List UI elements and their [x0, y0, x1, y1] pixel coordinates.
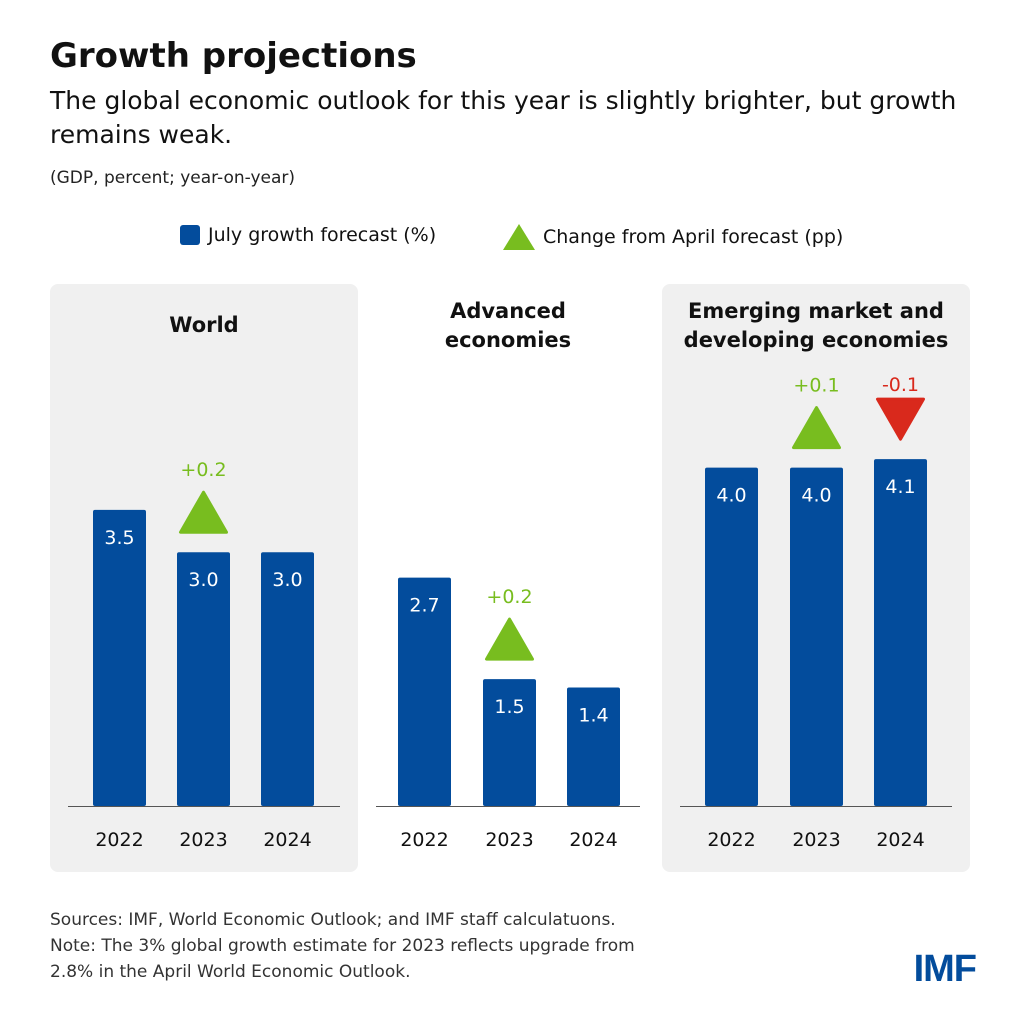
bar-value-label: 4.0	[801, 485, 831, 507]
bar	[483, 679, 536, 806]
x-tick-label: 2024	[876, 829, 924, 851]
triangle-up-icon	[503, 224, 535, 250]
x-tick-label: 2023	[792, 829, 840, 851]
change-up-triangle	[485, 617, 534, 661]
panel-title: economies	[445, 328, 571, 352]
panel-title: World	[169, 313, 238, 337]
bar	[874, 459, 927, 806]
note-line-2: 2.8% in the April World Economic Outlook…	[50, 962, 411, 982]
legend-label: July growth forecast (%)	[208, 224, 437, 246]
bar	[705, 467, 758, 806]
change-up-triangle	[792, 406, 841, 450]
x-tick-label: 2024	[263, 829, 311, 851]
x-tick-label: 2022	[400, 829, 448, 851]
imf-logo: IMF	[913, 948, 977, 990]
unit-note: (GDP, percent; year-on-year)	[50, 168, 296, 188]
x-tick-label: 2022	[95, 829, 143, 851]
bar	[261, 552, 314, 806]
x-tick-label: 2022	[707, 829, 755, 851]
change-label: +0.2	[486, 586, 532, 608]
bar-value-label: 2.7	[409, 595, 439, 617]
panel-title: Advanced	[450, 299, 566, 323]
x-tick-label: 2024	[569, 829, 617, 851]
bar-value-label: 4.0	[716, 485, 746, 507]
x-tick-label: 2023	[485, 829, 533, 851]
panel-title: Emerging market and	[688, 299, 944, 323]
legend-label: Change from April forecast (pp)	[543, 226, 844, 248]
x-tick-label: 2023	[179, 829, 227, 851]
change-label: +0.2	[180, 459, 226, 481]
bar-value-label: 3.5	[104, 527, 134, 549]
change-label: -0.1	[882, 374, 919, 396]
note-line-1: Note: The 3% global growth estimate for …	[50, 936, 635, 956]
bar-value-label: 4.1	[885, 476, 915, 498]
bar-value-label: 1.5	[494, 696, 524, 718]
bar	[398, 577, 451, 806]
bar-value-label: 1.4	[578, 705, 608, 727]
legend-item-forecast: July growth forecast (%)	[180, 224, 436, 246]
change-down-triangle	[876, 397, 925, 441]
bar	[790, 467, 843, 806]
page-title: Growth projections	[50, 36, 417, 76]
panel-title: developing economies	[684, 328, 949, 352]
bar	[93, 509, 146, 806]
bar	[177, 552, 230, 806]
bar-swatch-icon	[180, 225, 200, 245]
subtitle: The global economic outlook for this yea…	[50, 86, 957, 149]
sources-note: Sources: IMF, World Economic Outlook; an…	[50, 910, 616, 930]
bar-value-label: 3.0	[188, 569, 218, 591]
bar	[567, 687, 620, 806]
change-label: +0.1	[793, 375, 839, 397]
legend-item-change: Change from April forecast (pp)	[503, 224, 843, 250]
bar-value-label: 3.0	[272, 569, 302, 591]
change-up-triangle	[179, 490, 228, 534]
